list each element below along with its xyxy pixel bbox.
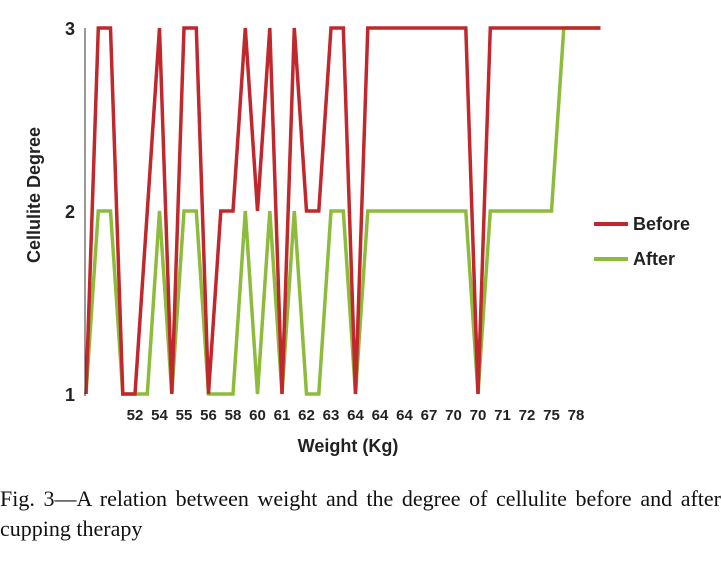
x-tick-label: 78 bbox=[568, 407, 585, 424]
x-tick-label: 60 bbox=[249, 407, 266, 424]
x-tick-label: 54 bbox=[151, 407, 168, 424]
x-tick-label: 72 bbox=[519, 407, 536, 424]
series-layer bbox=[84, 26, 601, 396]
x-tick-label: 63 bbox=[323, 407, 340, 424]
y-tick-label: 3 bbox=[65, 19, 75, 39]
x-tick-label: 52 bbox=[127, 407, 144, 424]
x-tick-label: 61 bbox=[274, 407, 291, 424]
x-ticks: 52 54 55 56 58 60 61 62 63 64 64 64 67 70 70 71 72 75 78 bbox=[127, 407, 585, 424]
cellulite-line-chart: 1 2 3 52 54 55 56 58 60 61 62 63 64 64 64 67 70 70 71 72 75… bbox=[24, 19, 690, 456]
x-tick-label: 70 bbox=[445, 407, 462, 424]
legend: Before After bbox=[594, 214, 690, 269]
x-tick-label: 58 bbox=[225, 407, 242, 424]
x-tick-label: 64 bbox=[347, 407, 364, 424]
x-axis-title: Weight (Kg) bbox=[298, 436, 399, 456]
y-tick-label: 1 bbox=[65, 385, 75, 405]
legend-label-after: After bbox=[633, 249, 675, 269]
legend-label-before: Before bbox=[633, 214, 690, 234]
x-tick-label: 71 bbox=[494, 407, 511, 424]
x-tick-label: 56 bbox=[200, 407, 217, 424]
y-tick-label: 2 bbox=[65, 202, 75, 222]
x-tick-label: 67 bbox=[421, 407, 438, 424]
figure-caption: Fig. 3—A relation between weight and the… bbox=[0, 486, 721, 541]
x-tick-label: 62 bbox=[298, 407, 315, 424]
x-tick-label: 75 bbox=[543, 407, 560, 424]
x-tick-label: 64 bbox=[372, 407, 389, 424]
x-tick-label: 55 bbox=[176, 407, 193, 424]
y-axis-title: Cellulite Degree bbox=[24, 127, 44, 263]
y-ticks: 1 2 3 bbox=[65, 19, 75, 405]
series-line-after bbox=[84, 26, 601, 396]
series-line-before bbox=[84, 26, 601, 396]
x-tick-label: 64 bbox=[396, 407, 413, 424]
x-tick-label: 70 bbox=[470, 407, 487, 424]
